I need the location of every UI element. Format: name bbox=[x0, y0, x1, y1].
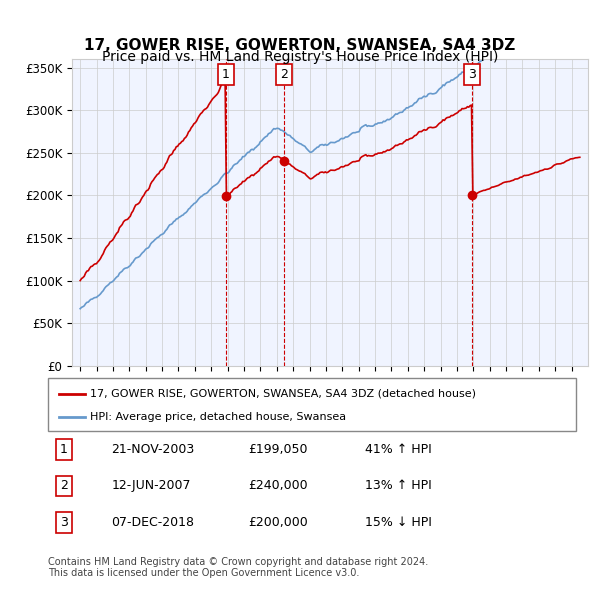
Text: 3: 3 bbox=[60, 516, 68, 529]
Text: Contains HM Land Registry data © Crown copyright and database right 2024.
This d: Contains HM Land Registry data © Crown c… bbox=[48, 556, 428, 578]
Text: £200,000: £200,000 bbox=[248, 516, 308, 529]
Text: £199,050: £199,050 bbox=[248, 443, 308, 456]
Text: 07-DEC-2018: 07-DEC-2018 bbox=[112, 516, 194, 529]
Text: 1: 1 bbox=[60, 443, 68, 456]
Text: 2: 2 bbox=[60, 480, 68, 493]
Text: 13% ↑ HPI: 13% ↑ HPI bbox=[365, 480, 431, 493]
Text: £240,000: £240,000 bbox=[248, 480, 308, 493]
Text: 3: 3 bbox=[468, 68, 476, 81]
Text: 2: 2 bbox=[280, 68, 288, 81]
Text: 12-JUN-2007: 12-JUN-2007 bbox=[112, 480, 191, 493]
Text: 17, GOWER RISE, GOWERTON, SWANSEA, SA4 3DZ (detached house): 17, GOWER RISE, GOWERTON, SWANSEA, SA4 3… bbox=[90, 389, 476, 398]
Text: 15% ↓ HPI: 15% ↓ HPI bbox=[365, 516, 431, 529]
FancyBboxPatch shape bbox=[48, 378, 576, 431]
Text: HPI: Average price, detached house, Swansea: HPI: Average price, detached house, Swan… bbox=[90, 412, 346, 422]
Text: 1: 1 bbox=[222, 68, 230, 81]
Text: 41% ↑ HPI: 41% ↑ HPI bbox=[365, 443, 431, 456]
Text: 17, GOWER RISE, GOWERTON, SWANSEA, SA4 3DZ: 17, GOWER RISE, GOWERTON, SWANSEA, SA4 3… bbox=[85, 38, 515, 53]
Text: 21-NOV-2003: 21-NOV-2003 bbox=[112, 443, 194, 456]
Text: Price paid vs. HM Land Registry's House Price Index (HPI): Price paid vs. HM Land Registry's House … bbox=[102, 50, 498, 64]
